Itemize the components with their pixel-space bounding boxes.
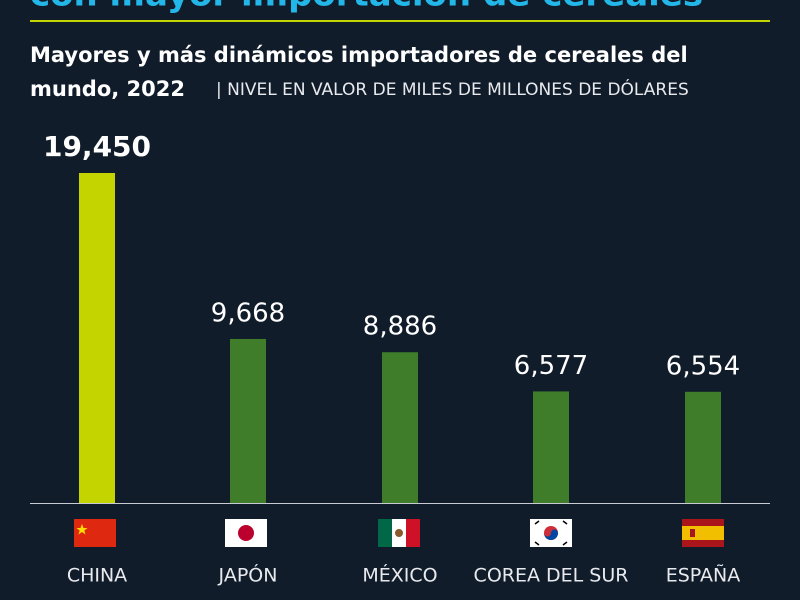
x-tick-label: COREA DEL SUR [474, 565, 629, 587]
x-tick-label: MÉXICO [362, 564, 437, 587]
x-tick-label: CHINA [67, 565, 127, 587]
value-label: 6,554 [666, 351, 740, 381]
value-label: 8,886 [363, 312, 437, 342]
unit-note: | NIVEL EN VALOR DE MILES DE MILLONES DE… [216, 78, 689, 100]
bar [230, 338, 266, 503]
value-label: 9,668 [211, 298, 285, 328]
flag-korea [530, 519, 572, 547]
bar [533, 391, 569, 503]
subtitle: Mayores y más dinámicos importadores de … [30, 43, 688, 67]
chart-title: con mayor importación de cereales [30, 0, 703, 15]
value-label: 6,577 [514, 351, 588, 381]
bar [382, 352, 418, 503]
bar [79, 173, 115, 503]
flag-mexico [378, 519, 420, 547]
bar [685, 391, 721, 503]
flag-spain [682, 519, 724, 547]
flag-japan [225, 519, 267, 547]
x-tick-label: ESPAÑA [666, 564, 741, 587]
value-label: 19,450 [43, 130, 151, 163]
subtitle: mundo, 2022 [30, 77, 185, 101]
x-tick-label: JAPÓN [218, 563, 278, 587]
flag-china [74, 519, 116, 547]
